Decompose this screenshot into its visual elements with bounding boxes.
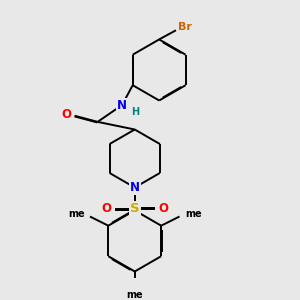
Text: N: N: [130, 181, 140, 194]
Text: H: H: [131, 107, 139, 117]
Text: me: me: [68, 209, 85, 219]
Text: me: me: [126, 290, 143, 300]
Text: N: N: [117, 99, 127, 112]
Text: O: O: [158, 202, 168, 215]
Text: O: O: [101, 202, 111, 215]
Text: Br: Br: [178, 22, 192, 32]
Text: S: S: [130, 202, 140, 215]
Text: O: O: [61, 108, 71, 121]
Text: me: me: [185, 209, 202, 219]
